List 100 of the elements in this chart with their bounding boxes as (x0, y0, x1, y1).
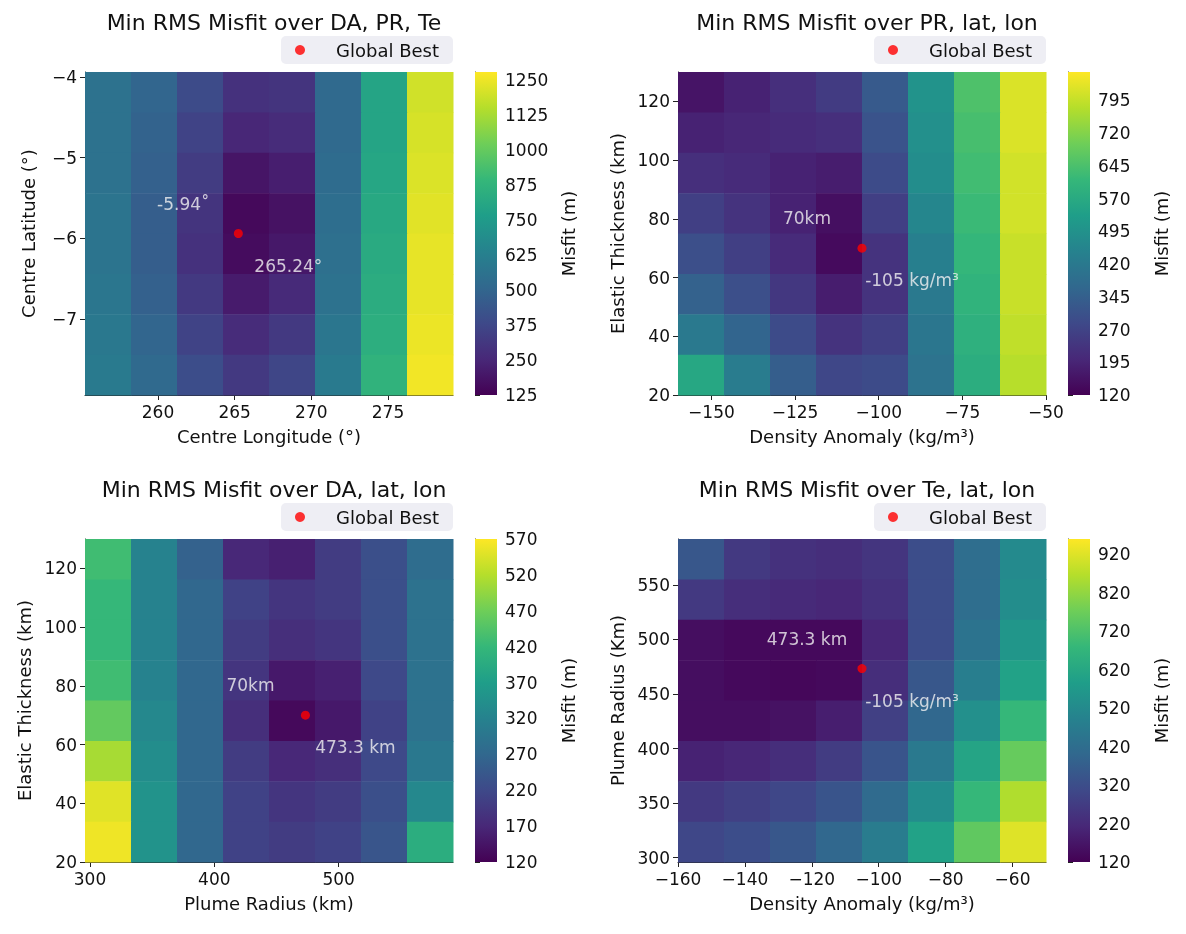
chart-title: Min RMS Misfit over Te, lat, lon (698, 476, 1036, 502)
legend-label: Global Best (336, 506, 439, 528)
y-tick-label: 120 (44, 558, 77, 579)
color-bar-label: 195 (1098, 352, 1131, 373)
color-bar-title: Misfit (m) (557, 657, 579, 744)
x-tick-label: 260 (141, 401, 175, 422)
color-bar-label: 470 (505, 600, 538, 621)
annotation: 473.3 km (315, 737, 396, 758)
chart-title: Min RMS Misfit over DA, lat, lon (101, 476, 447, 502)
color-bar-label: 720 (1098, 123, 1131, 144)
x-tick-label: −140 (721, 868, 769, 889)
color-bar-label: 795 (1098, 90, 1131, 111)
y-tick-label: −5 (51, 147, 77, 168)
color-bar-label: 1125 (505, 105, 549, 126)
color-bar-label: 270 (1098, 319, 1131, 340)
x-axis-title: Density Anomaly (kg/m³) (749, 425, 975, 447)
legend-label: Global Best (336, 39, 439, 61)
x-tick-label: −125 (771, 401, 819, 422)
x-tick-label: −80 (927, 868, 964, 889)
y-tick-label: 60 (55, 734, 77, 755)
color-bar-label: 125 (505, 385, 538, 405)
color-bar-label: 520 (1098, 698, 1131, 719)
y-axis-title: Plume Radius (Km) (607, 614, 629, 787)
legend-label: Global Best (929, 39, 1032, 61)
color-bar-label: 750 (505, 210, 538, 231)
x-tick-label: −75 (944, 401, 981, 422)
legend-label: Global Best (929, 506, 1032, 528)
x-tick-label: −160 (654, 868, 702, 889)
color-bar-label: 920 (1098, 544, 1131, 565)
color-bar-label: 625 (505, 245, 538, 266)
color-bar-label: 1000 (505, 140, 549, 161)
color-bar-title: Misfit (m) (1150, 190, 1172, 277)
y-axis-title: Elastic Thickness (km) (14, 599, 36, 802)
x-tick-label: 500 (322, 868, 355, 889)
color-bar-title: Misfit (m) (557, 190, 579, 277)
x-tick-label: −50 (1028, 401, 1064, 422)
color-bar-label: 250 (505, 350, 538, 371)
y-tick-label: 400 (637, 738, 670, 759)
color-bar-label: 495 (1098, 221, 1131, 242)
y-tick-label: 450 (637, 683, 670, 704)
x-tick-label: −100 (855, 401, 903, 422)
annotation: -5.94˚ (157, 193, 210, 214)
color-bar-label: 420 (1098, 736, 1131, 757)
y-axis-title: Elastic Thickness (km) (607, 132, 629, 335)
annotation: 70km (782, 208, 832, 229)
color-bar-label: 645 (1098, 155, 1131, 176)
x-tick-label: 265 (218, 401, 251, 422)
x-tick-label: 400 (198, 868, 231, 889)
color-bar-label: 120 (505, 852, 538, 872)
y-tick-label: −7 (51, 309, 77, 330)
y-tick-label: 80 (55, 675, 77, 696)
color-bar-label: 120 (1098, 852, 1131, 872)
annotation: -105 kg/m³ (865, 270, 959, 291)
x-axis-title: Centre Longitude (°) (176, 425, 362, 447)
x-tick-label: −100 (855, 868, 903, 889)
y-tick-label: 300 (637, 847, 670, 868)
y-tick-label: 40 (648, 326, 670, 347)
color-bar-label: 220 (505, 780, 538, 801)
x-axis-title: Density Anomaly (kg/m³) (749, 892, 975, 914)
y-tick-label: 550 (637, 574, 670, 595)
annotation: 473.3 km (766, 628, 848, 649)
chart-title: Min RMS Misfit over DA, PR, Te (106, 9, 442, 35)
annotation: -105 kg/m³ (865, 690, 959, 711)
y-tick-label: 500 (637, 629, 670, 650)
color-bar-label: 620 (1098, 659, 1131, 680)
color-bar-label: 875 (505, 175, 538, 196)
x-tick-label: −150 (688, 401, 735, 422)
color-bar-label: 420 (505, 636, 538, 657)
y-tick-label: 80 (648, 208, 670, 229)
annotation: 265.24° (254, 255, 323, 276)
color-bar-label: 570 (1098, 188, 1131, 209)
y-tick-label: −4 (51, 66, 77, 87)
x-tick-label: −60 (994, 868, 1031, 889)
color-bar-label: 320 (505, 708, 538, 729)
y-tick-label: 60 (648, 267, 670, 288)
color-bar-label: 820 (1098, 582, 1131, 603)
color-bar-label: 120 (1098, 385, 1131, 405)
y-tick-label: 20 (648, 385, 670, 405)
color-bar-label: 570 (505, 529, 538, 549)
color-bar-label: 520 (505, 564, 538, 585)
chart-title: Min RMS Misfit over PR, lat, lon (696, 9, 1038, 35)
color-bar-label: 720 (1098, 621, 1131, 642)
y-tick-label: 100 (637, 150, 670, 171)
y-tick-label: 120 (637, 91, 670, 112)
x-tick-label: 270 (295, 401, 328, 422)
x-tick-label: −120 (788, 868, 836, 889)
annotation: 70km (226, 675, 275, 696)
color-bar-label: 320 (1098, 775, 1131, 796)
color-bar-title: Misfit (m) (1150, 657, 1172, 744)
color-bar-label: 370 (505, 672, 538, 693)
y-tick-label: 350 (637, 793, 670, 814)
color-bar-label: 500 (505, 280, 538, 301)
color-bar-label: 420 (1098, 254, 1131, 275)
color-bar-label: 1250 (505, 70, 549, 91)
color-bar-label: 270 (505, 744, 538, 765)
y-tick-label: −6 (51, 228, 77, 249)
x-tick-label: 275 (371, 401, 405, 422)
color-bar-label: 345 (1098, 286, 1131, 307)
y-tick-label: 100 (44, 617, 77, 638)
color-bar-label: 170 (505, 816, 538, 837)
